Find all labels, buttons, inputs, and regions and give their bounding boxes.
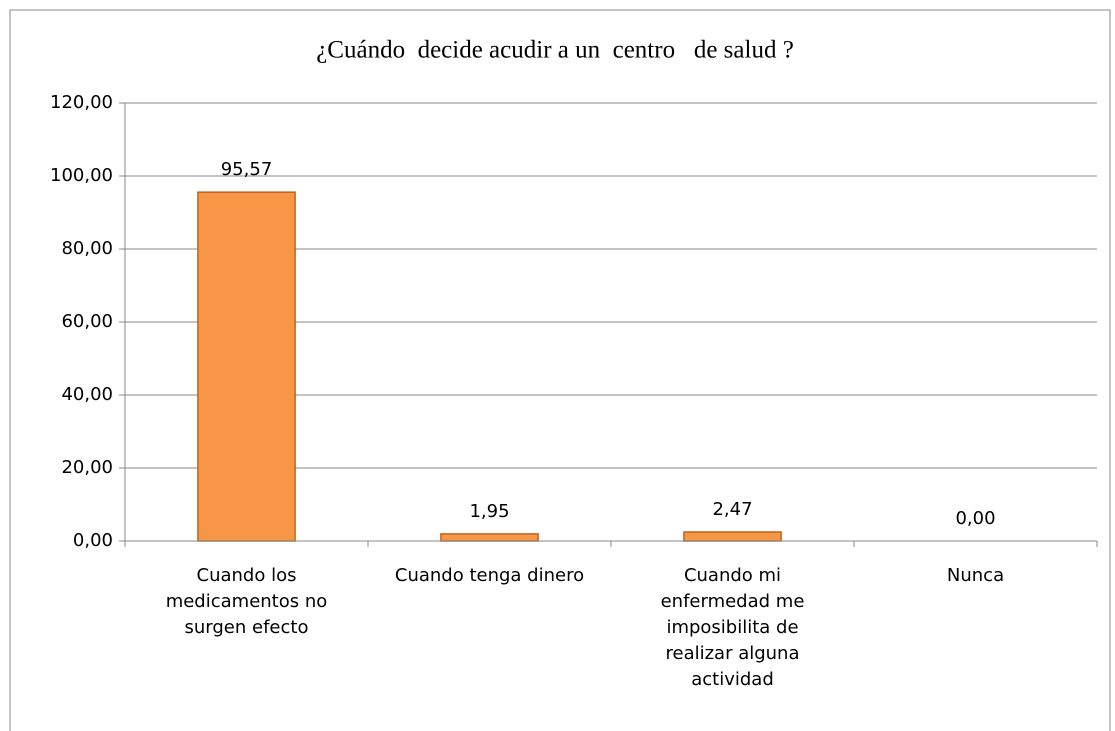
y-tick-label: 80,00 xyxy=(61,238,113,259)
bar xyxy=(197,191,296,542)
chart-frame xyxy=(9,9,1111,731)
chart-title: ¿Cuándo decide acudir a un centro de sal… xyxy=(316,37,794,64)
y-tick-label: 0,00 xyxy=(73,530,113,551)
y-tick-label: 20,00 xyxy=(61,457,113,478)
x-tick-label: Cuando tenga dinero xyxy=(394,565,585,586)
data-label: 95,57 xyxy=(221,159,273,180)
data-label: 2,47 xyxy=(712,499,752,520)
data-label: 1,95 xyxy=(469,501,509,522)
bar xyxy=(440,533,539,542)
x-tick-label: Cuando mi enfermedad me imposibilita de … xyxy=(660,565,805,690)
y-tick-label: 60,00 xyxy=(61,311,113,332)
x-tick-label: Cuando los medicamentos no surgen efecto xyxy=(165,565,328,638)
bar xyxy=(683,531,782,542)
y-tick-label: 40,00 xyxy=(61,384,113,405)
y-tick-label: 120,00 xyxy=(50,92,113,113)
data-label: 0,00 xyxy=(955,508,995,529)
y-tick-label: 100,00 xyxy=(50,165,113,186)
x-tick-label: Nunca xyxy=(946,565,1005,586)
